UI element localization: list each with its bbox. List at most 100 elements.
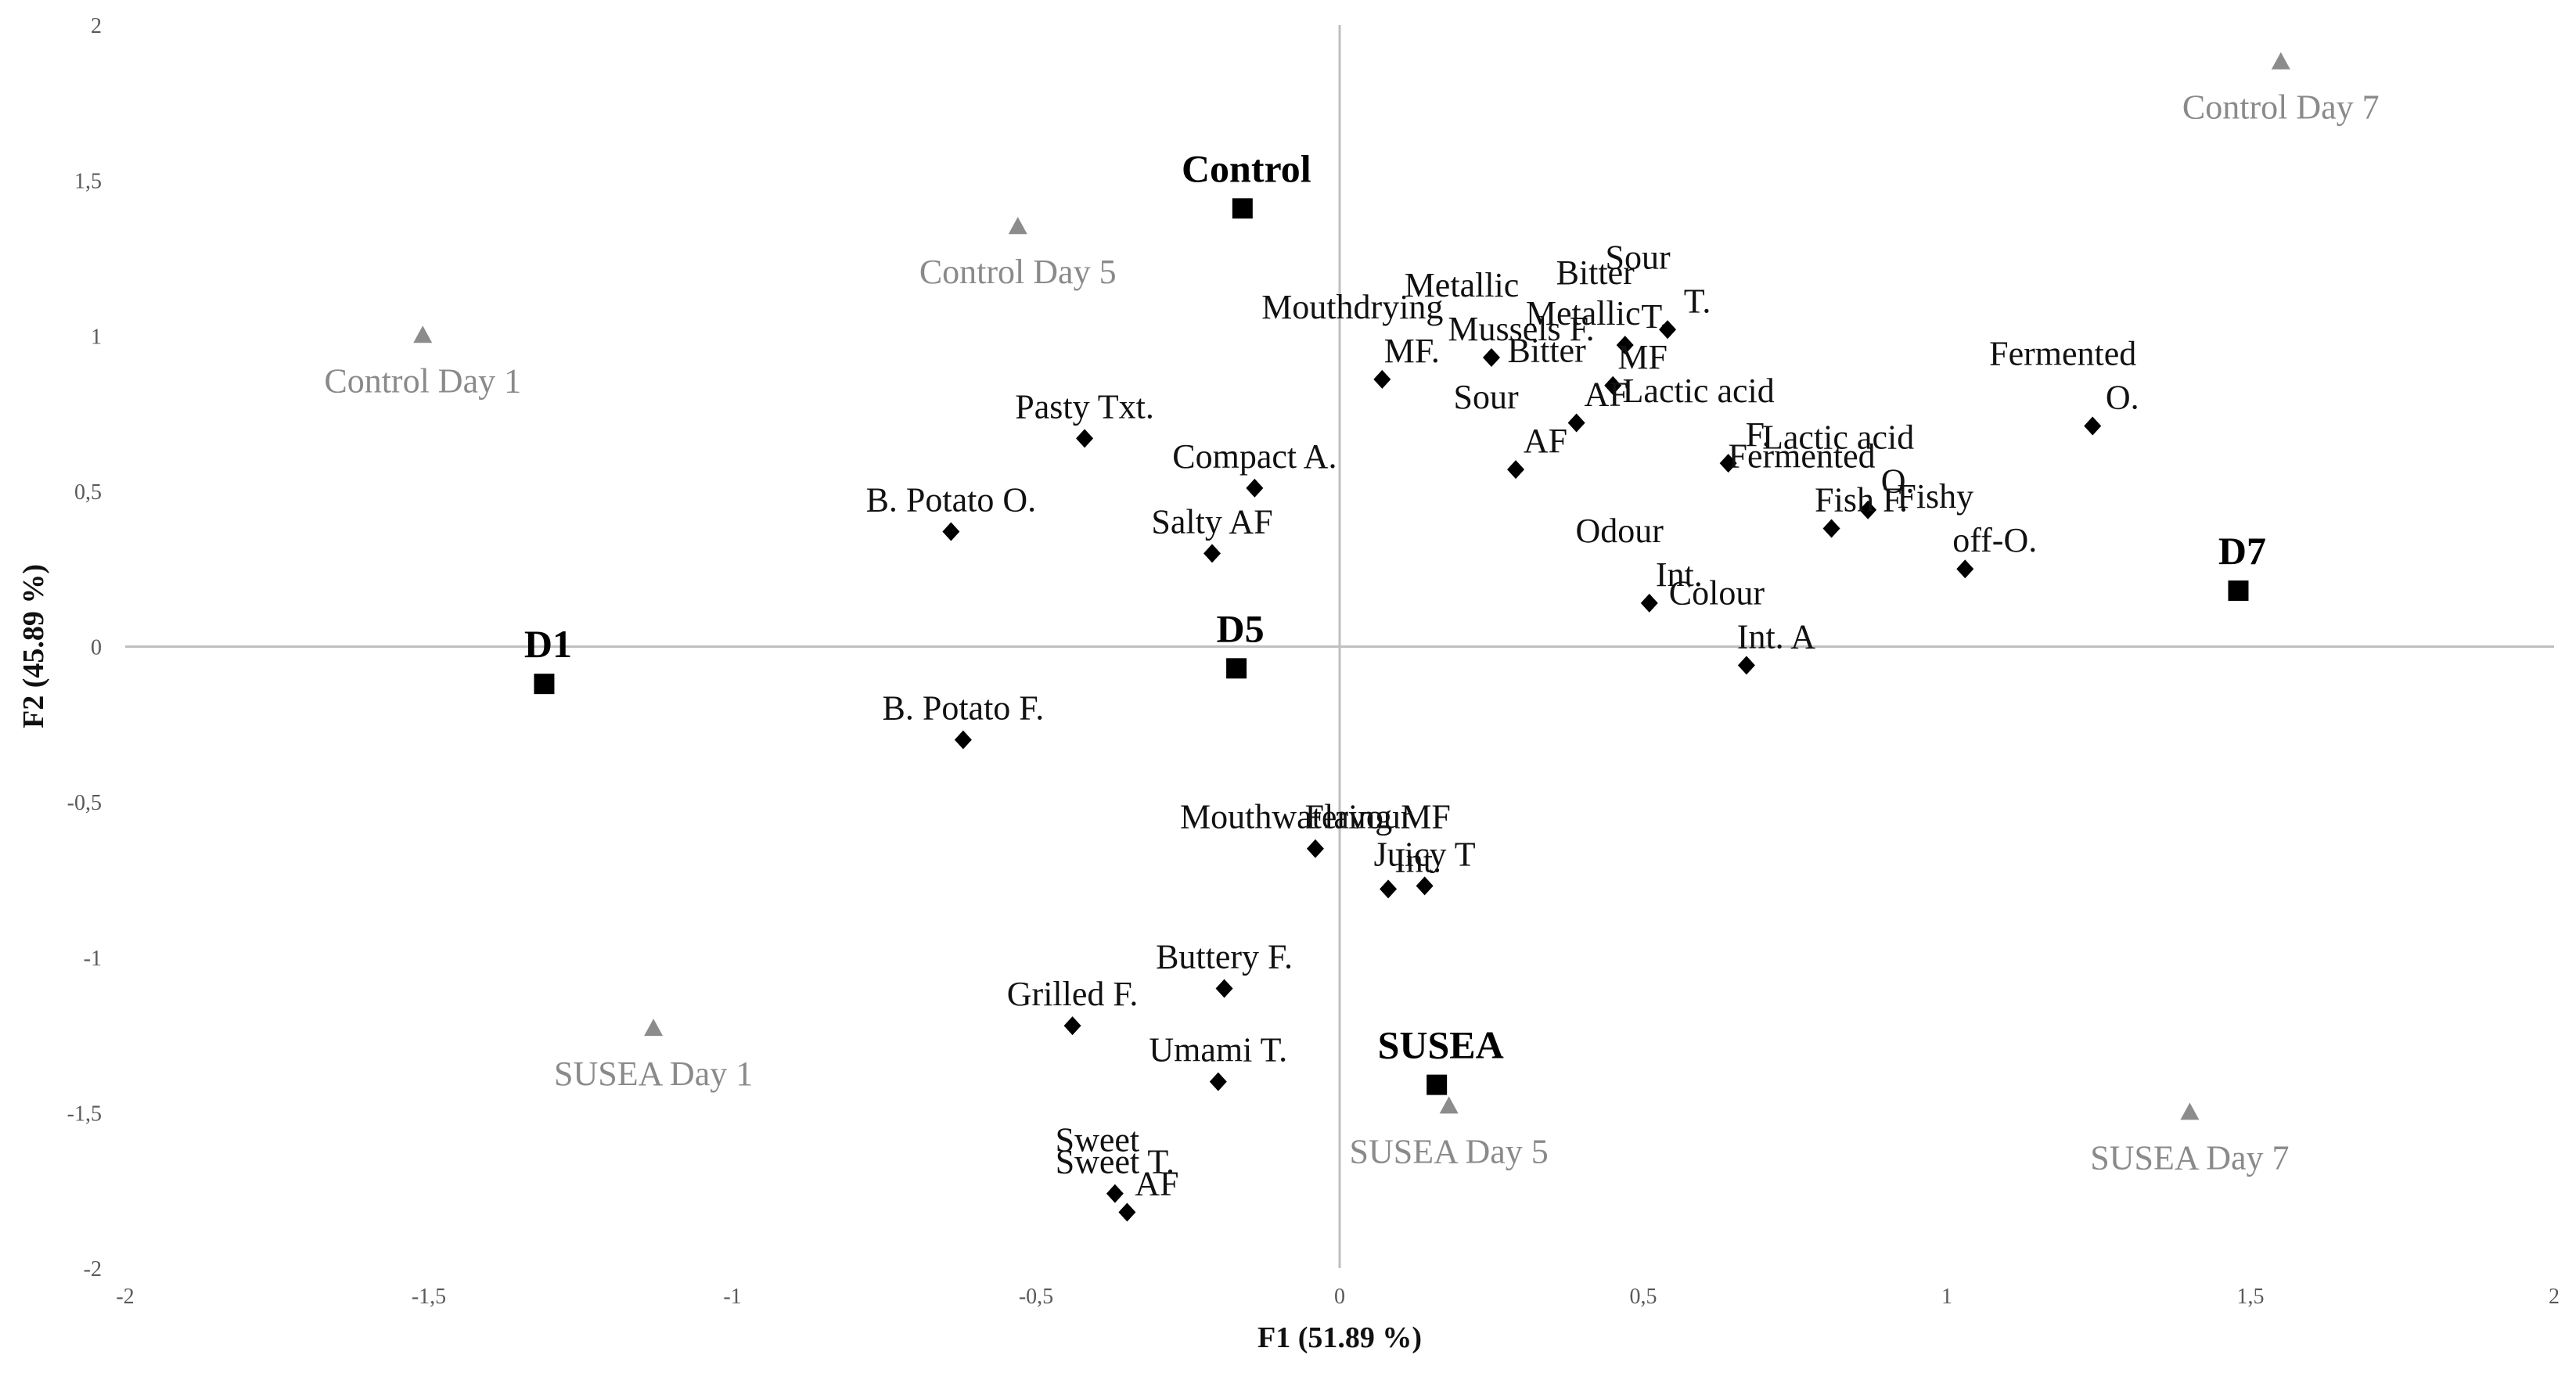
y-tick-label: -0,5 [67,791,102,815]
attribute-marker [1640,593,1658,613]
attribute-label: Fishy [1897,477,1973,516]
product-label: D5 [1217,606,1265,650]
attribute-label: MF [1617,338,1668,376]
x-tick-label: 0,5 [1630,1285,1657,1309]
attribute-marker [1859,500,1877,519]
observation-marker [2271,52,2290,70]
observation-layer: Control Day 7 Control Day 5 Control Day 1 S… [324,52,2380,1177]
x-axis-title: F1 (51.89 %) [1257,1321,1422,1354]
observation-label: SUSEA Day 1 [554,1055,753,1093]
attribute-label: Sour [1453,378,1518,416]
attribute-marker [1380,879,1398,899]
attribute-label: F. [1746,415,1771,454]
attribute-label: Lactic acid [1623,372,1775,410]
product-label: Control [1182,146,1311,190]
attribute-label: Int. A [1737,617,1815,656]
x-tick-label: -1 [723,1285,741,1309]
attribute-marker [1106,1184,1124,1203]
y-tick-label: 0,5 [74,480,102,505]
attribute-marker [1719,454,1737,473]
attribute-label: AF [1524,422,1567,460]
observation-marker [1439,1096,1459,1114]
attribute-label: Mouthwatering MF [1180,798,1451,836]
product-label: SUSEA [1378,1023,1504,1067]
attribute-label: AF [1135,1164,1178,1202]
attribute-marker [1203,544,1221,563]
observation-label: Control Day 1 [324,361,521,400]
attribute-label: Sweet T. [1056,1143,1175,1181]
x-tick-label: 1,5 [2237,1285,2265,1309]
attribute-marker [1507,460,1525,480]
attribute-label: Umami T. [1149,1031,1287,1069]
attribute-marker [1246,478,1264,498]
observation-marker [2180,1102,2200,1120]
attribute-label: Salty AF [1151,502,1272,541]
attribute-label: Buttery F. [1156,937,1293,976]
chart-axes [125,25,2554,1268]
attribute-label: Grilled F. [1007,975,1139,1013]
observation-label: Control Day 5 [919,253,1117,291]
attribute-marker [942,522,960,541]
tick-labels: -2 -1,5 -1 -0,5 0 0,5 1 1,5 2 2 1,5 1 0,5 0 -0,5 -1 -1,5… [67,14,2560,1309]
y-tick-label: 2 [91,14,102,38]
attribute-marker [2084,416,2102,436]
attribute-label: MF. [1384,332,1440,370]
attribute-marker [1209,1072,1227,1091]
product-label: D1 [524,622,572,666]
attribute-label: Sweet [1056,1120,1140,1159]
attribute-marker [1822,519,1840,538]
attribute-label: Lactic acid [1762,419,1914,457]
attribute-marker [1118,1202,1136,1222]
attribute-label: Bitter [1508,331,1587,369]
observation-label: Control Day 7 [2182,88,2380,127]
attribute-marker [1604,376,1622,395]
attribute-marker [1659,320,1677,340]
attribute-marker [1483,348,1500,368]
observation-marker [644,1019,664,1037]
attribute-label: Sour [1605,238,1670,276]
attribute-label: Int. [1656,555,1703,594]
x-tick-label: -0,5 [1019,1285,1053,1309]
attribute-label: Flavour [1305,797,1412,836]
observation-label: SUSEA Day 5 [1350,1132,1549,1170]
attribute-label: Mussels F. [1448,310,1594,348]
attribute-label: Fermented [1728,437,1875,476]
attribute-marker [1373,369,1391,389]
attribute-marker [1063,1016,1081,1036]
attribute-marker [1416,876,1434,896]
attribute-marker [1567,413,1585,433]
attribute-label: Juicy T [1374,835,1476,873]
observation-marker [1008,217,1027,235]
attribute-label: O. [2106,378,2139,416]
attribute-label: B. Potato O. [866,481,1037,519]
observation-marker [413,325,433,343]
attribute-label: off-O. [1952,521,2037,559]
attribute-label: Mouthdrying [1261,288,1443,326]
attribute-label: Pasty Txt. [1015,387,1154,426]
attribute-label: O. [1881,462,1915,501]
attribute-label: Bitter [1556,253,1635,292]
attribute-label: AF [1585,375,1628,413]
attribute-label: Colour [1669,573,1765,612]
product-label: D7 [2218,529,2266,573]
x-tick-label: -2 [116,1285,134,1309]
product-marker [1226,658,1247,679]
y-tick-label: -1,5 [67,1102,102,1126]
attribute-label: Metallic [1405,266,1520,304]
attribute-label: Fermented [1989,334,2136,372]
attribute-marker [1956,559,1974,579]
attribute-marker [1306,839,1324,858]
product-layer: Control D1 D5 D7 SUSEA [524,146,2266,1095]
product-marker [1427,1074,1448,1095]
attribute-label: T. [1684,282,1711,320]
y-tick-label: -2 [84,1257,102,1281]
y-tick-label: 1,5 [74,170,102,194]
x-tick-label: 0 [1334,1285,1345,1309]
product-marker [2228,580,2249,601]
y-axis-title: F2 (45.89 %) [17,564,50,728]
y-tick-label: -1 [84,947,102,971]
attribute-marker [1076,429,1094,448]
attribute-label: Metallic [1526,294,1641,332]
